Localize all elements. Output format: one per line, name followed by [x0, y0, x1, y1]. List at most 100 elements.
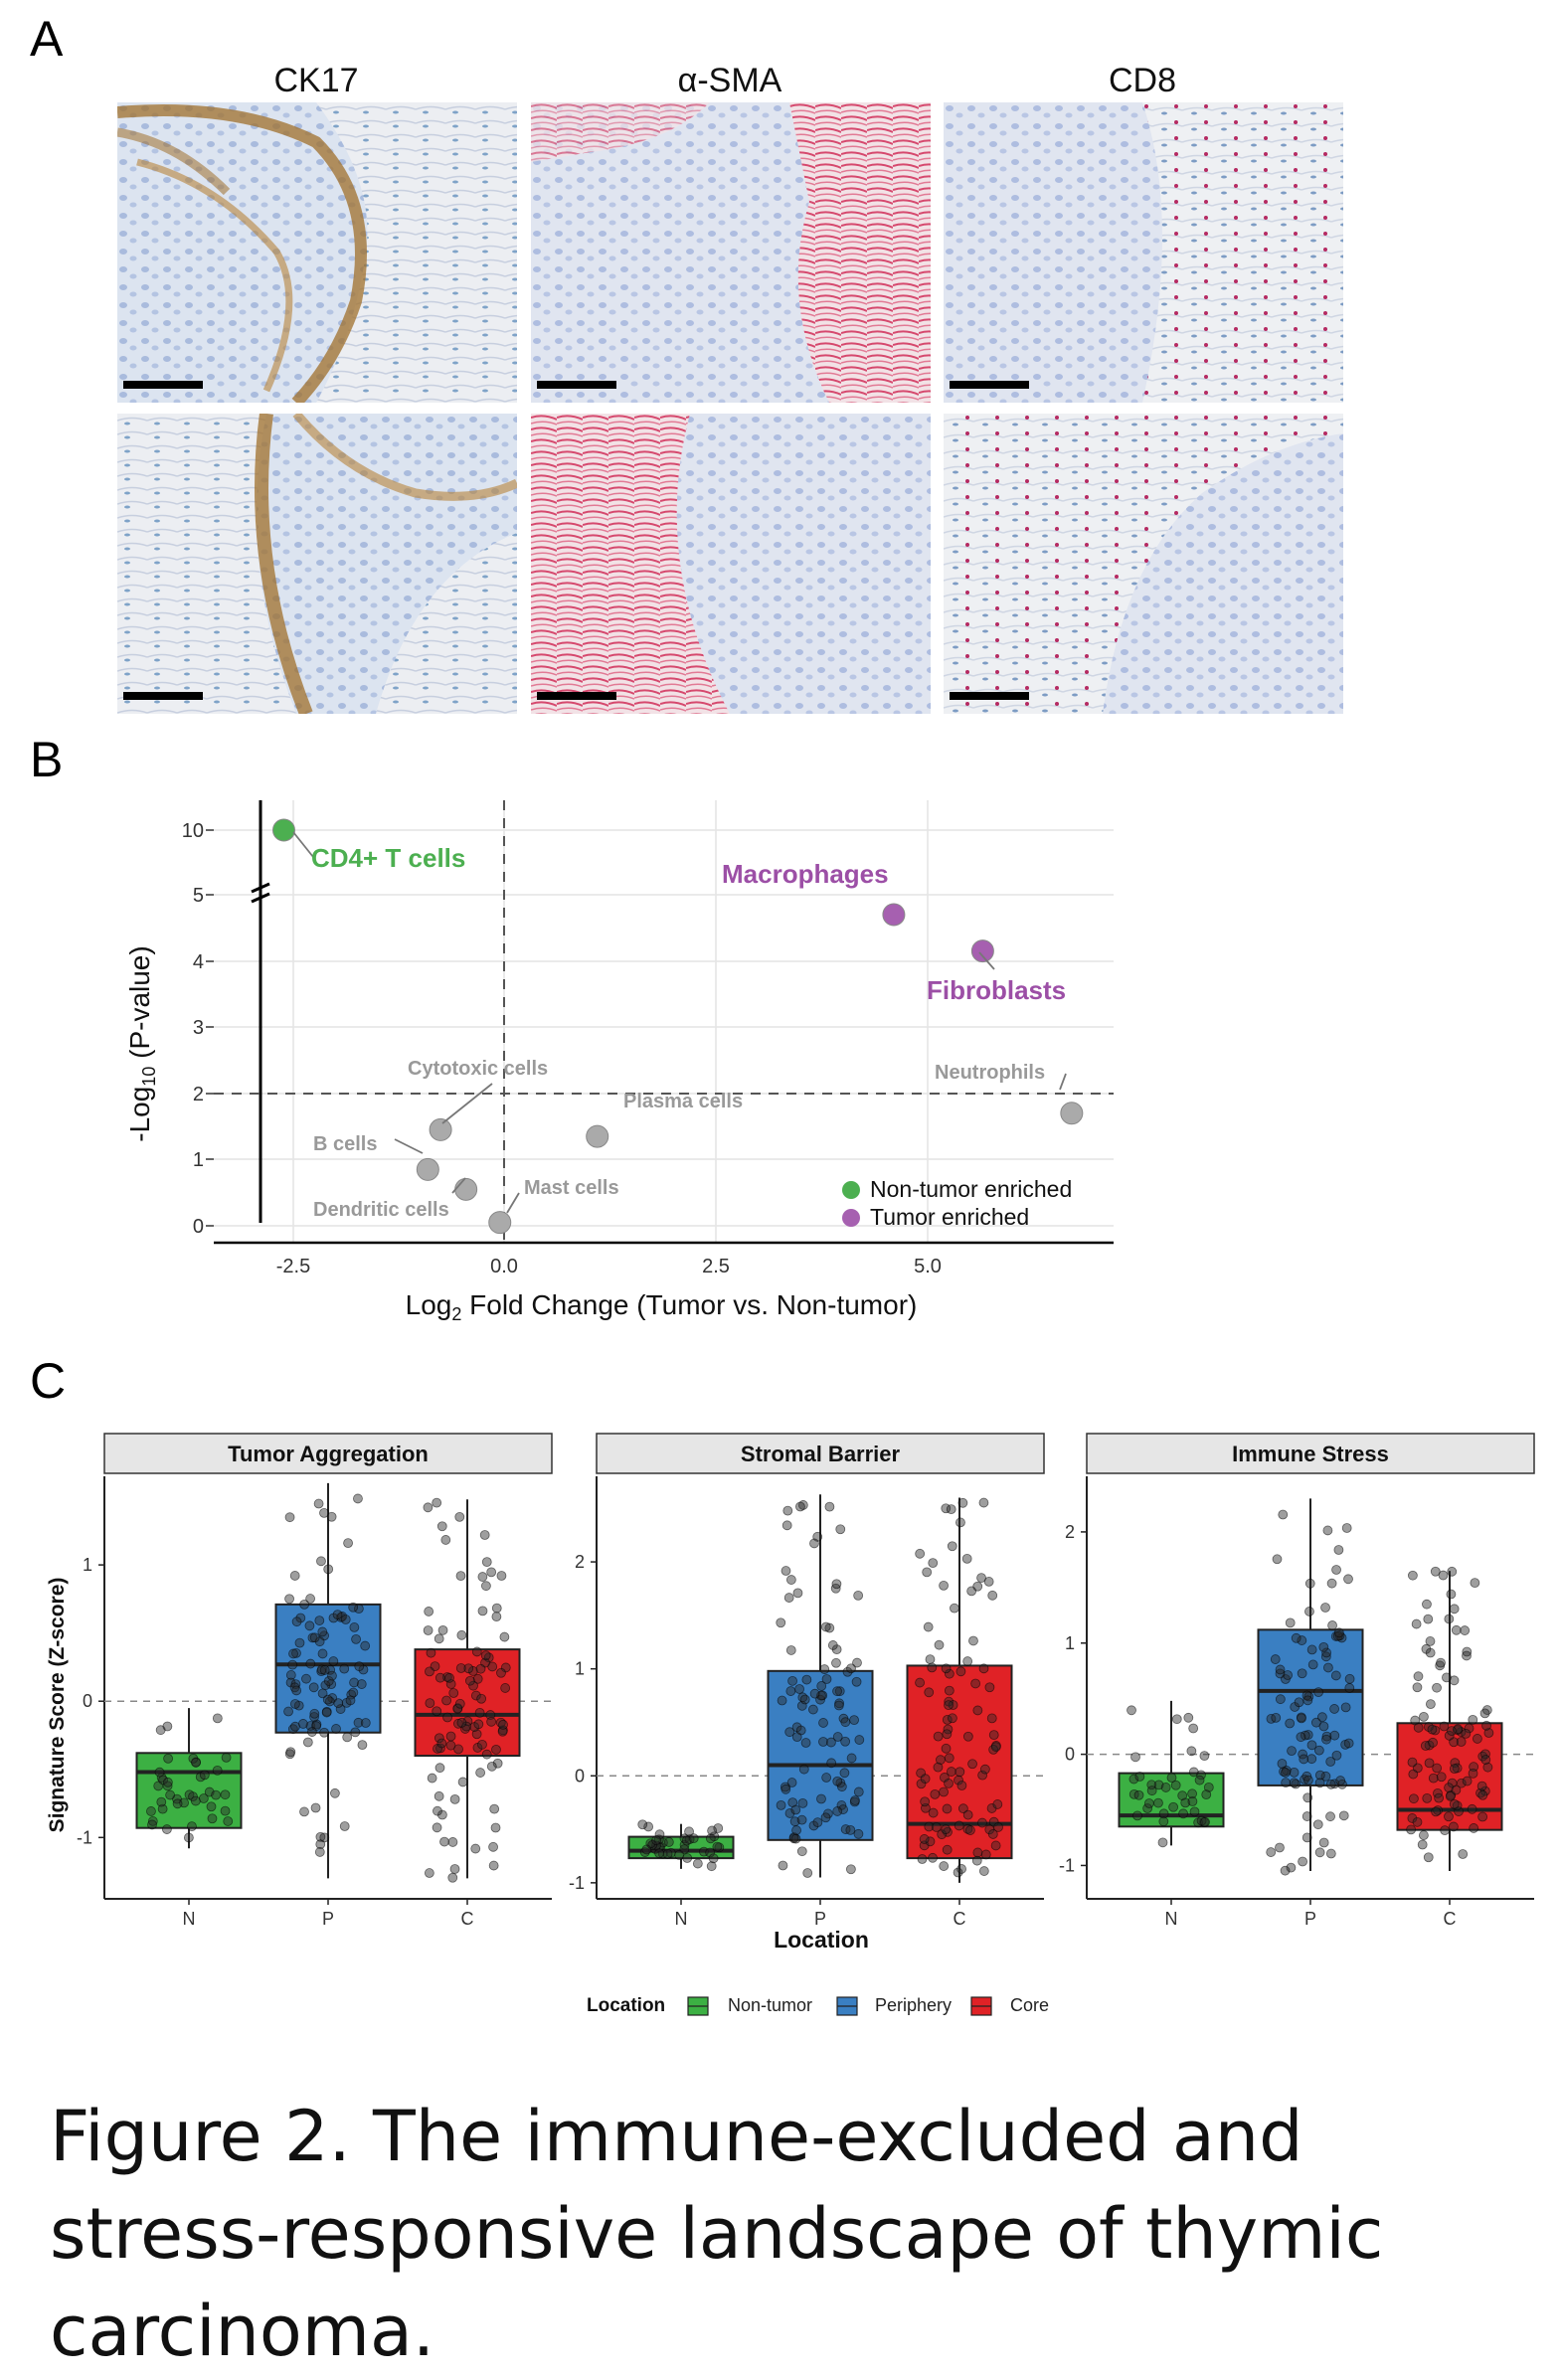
jitter-point [353, 1717, 364, 1728]
jitter-point [353, 1604, 364, 1615]
jitter-point [1297, 1635, 1307, 1645]
jitter-point [845, 1824, 856, 1835]
jitter-point [987, 1590, 998, 1601]
jitter-point [1291, 1779, 1301, 1789]
jitter-point [351, 1633, 361, 1644]
jitter-point [1321, 1731, 1332, 1742]
x-tick: C [461, 1909, 474, 1929]
jitter-point [920, 1796, 931, 1807]
jitter-point [800, 1738, 811, 1748]
jitter-point [444, 1672, 454, 1683]
x-tick: N [1165, 1909, 1178, 1929]
jitter-point [1275, 1668, 1286, 1679]
jitter-point [944, 1668, 954, 1679]
jitter-point [441, 1695, 451, 1706]
jitter-point [1462, 1776, 1473, 1786]
jitter-point [488, 1841, 498, 1852]
jitter-point [927, 1662, 938, 1673]
jitter-point [319, 1665, 330, 1675]
jitter-point [1313, 1687, 1323, 1698]
jitter-point [807, 1704, 818, 1715]
jitter-point [821, 1674, 832, 1684]
jitter-point [468, 1680, 478, 1691]
jitter-point [1422, 1792, 1433, 1803]
jitter-point [1194, 1775, 1205, 1785]
y-tick: -1 [77, 1827, 92, 1847]
jitter-point [1325, 1779, 1336, 1789]
c-legend-title: Location [587, 1995, 665, 2016]
jitter-point [784, 1808, 795, 1818]
jitter-point [1329, 1779, 1340, 1789]
jitter-point [972, 1847, 983, 1858]
jitter-point [455, 1571, 466, 1582]
jitter-point [212, 1766, 223, 1776]
facet-title: Tumor Aggregation [228, 1442, 429, 1466]
jitter-point [464, 1675, 475, 1686]
jitter-point [785, 1645, 796, 1655]
jitter-point [445, 1731, 456, 1742]
jitter-point [1281, 1778, 1292, 1788]
jitter-point [692, 1858, 703, 1869]
jitter-point [436, 1738, 447, 1749]
jitter-point [1318, 1721, 1329, 1732]
jitter-point [1446, 1589, 1457, 1600]
jitter-point [976, 1573, 986, 1584]
jitter-point [314, 1636, 325, 1647]
jitter-point [1280, 1865, 1291, 1876]
jitter-point [831, 1579, 842, 1590]
jitter-point [790, 1833, 801, 1844]
jitter-point [1335, 1776, 1346, 1785]
jitter-point [925, 1654, 936, 1665]
jitter-point [1481, 1720, 1491, 1731]
jitter-point [1301, 1832, 1312, 1843]
jitter-point [1289, 1778, 1300, 1788]
micrograph-asma-top [531, 102, 931, 403]
jitter-point [850, 1795, 860, 1805]
stain-title-asma: α-SMA [677, 62, 782, 99]
x-tick: P [814, 1909, 826, 1929]
c-legend-periphery: Periphery [875, 1995, 952, 2015]
jitter-point [434, 1672, 445, 1683]
jitter-point [1460, 1625, 1471, 1635]
jitter-point [944, 1778, 954, 1788]
jitter-point [791, 1825, 801, 1835]
label-mast-cells: Mast cells [524, 1177, 619, 1199]
jitter-point [942, 1803, 953, 1814]
jitter-point [322, 1694, 333, 1705]
scale-bar [123, 692, 203, 700]
jitter-point [425, 1666, 434, 1677]
jitter-point [776, 1799, 786, 1810]
jitter-point [220, 1789, 231, 1800]
jitter-point [950, 1603, 959, 1614]
jitter-point [839, 1768, 850, 1779]
jitter-point [1143, 1798, 1154, 1808]
jitter-point [342, 1732, 353, 1743]
jitter-point [454, 1698, 465, 1709]
jitter-point [357, 1740, 368, 1751]
jitter-point [1306, 1644, 1317, 1655]
jitter-point [965, 1825, 975, 1835]
c-legend-core: Core [1010, 1995, 1049, 2015]
jitter-point [812, 1817, 823, 1828]
jitter-point [1287, 1746, 1297, 1757]
jitter-point [978, 1866, 989, 1876]
jitter-point [1480, 1755, 1491, 1765]
jitter-point [1417, 1839, 1428, 1850]
jitter-point [923, 1621, 934, 1632]
jitter-point [1438, 1570, 1449, 1581]
x-tick: N [183, 1909, 196, 1929]
jitter-point [684, 1826, 694, 1837]
jitter-point [853, 1786, 864, 1797]
jitter-point [1420, 1741, 1431, 1751]
jitter-point [1286, 1862, 1297, 1873]
jitter-point [1133, 1789, 1144, 1800]
jitter-point [1432, 1682, 1442, 1693]
jitter-point [1318, 1837, 1329, 1848]
jitter-point [832, 1776, 843, 1786]
jitter-point [1477, 1789, 1488, 1800]
jitter-point [350, 1727, 361, 1738]
jitter-point [842, 1666, 853, 1677]
jitter-point [1320, 1603, 1330, 1613]
jitter-point [797, 1797, 808, 1808]
jitter-point [199, 1770, 210, 1781]
